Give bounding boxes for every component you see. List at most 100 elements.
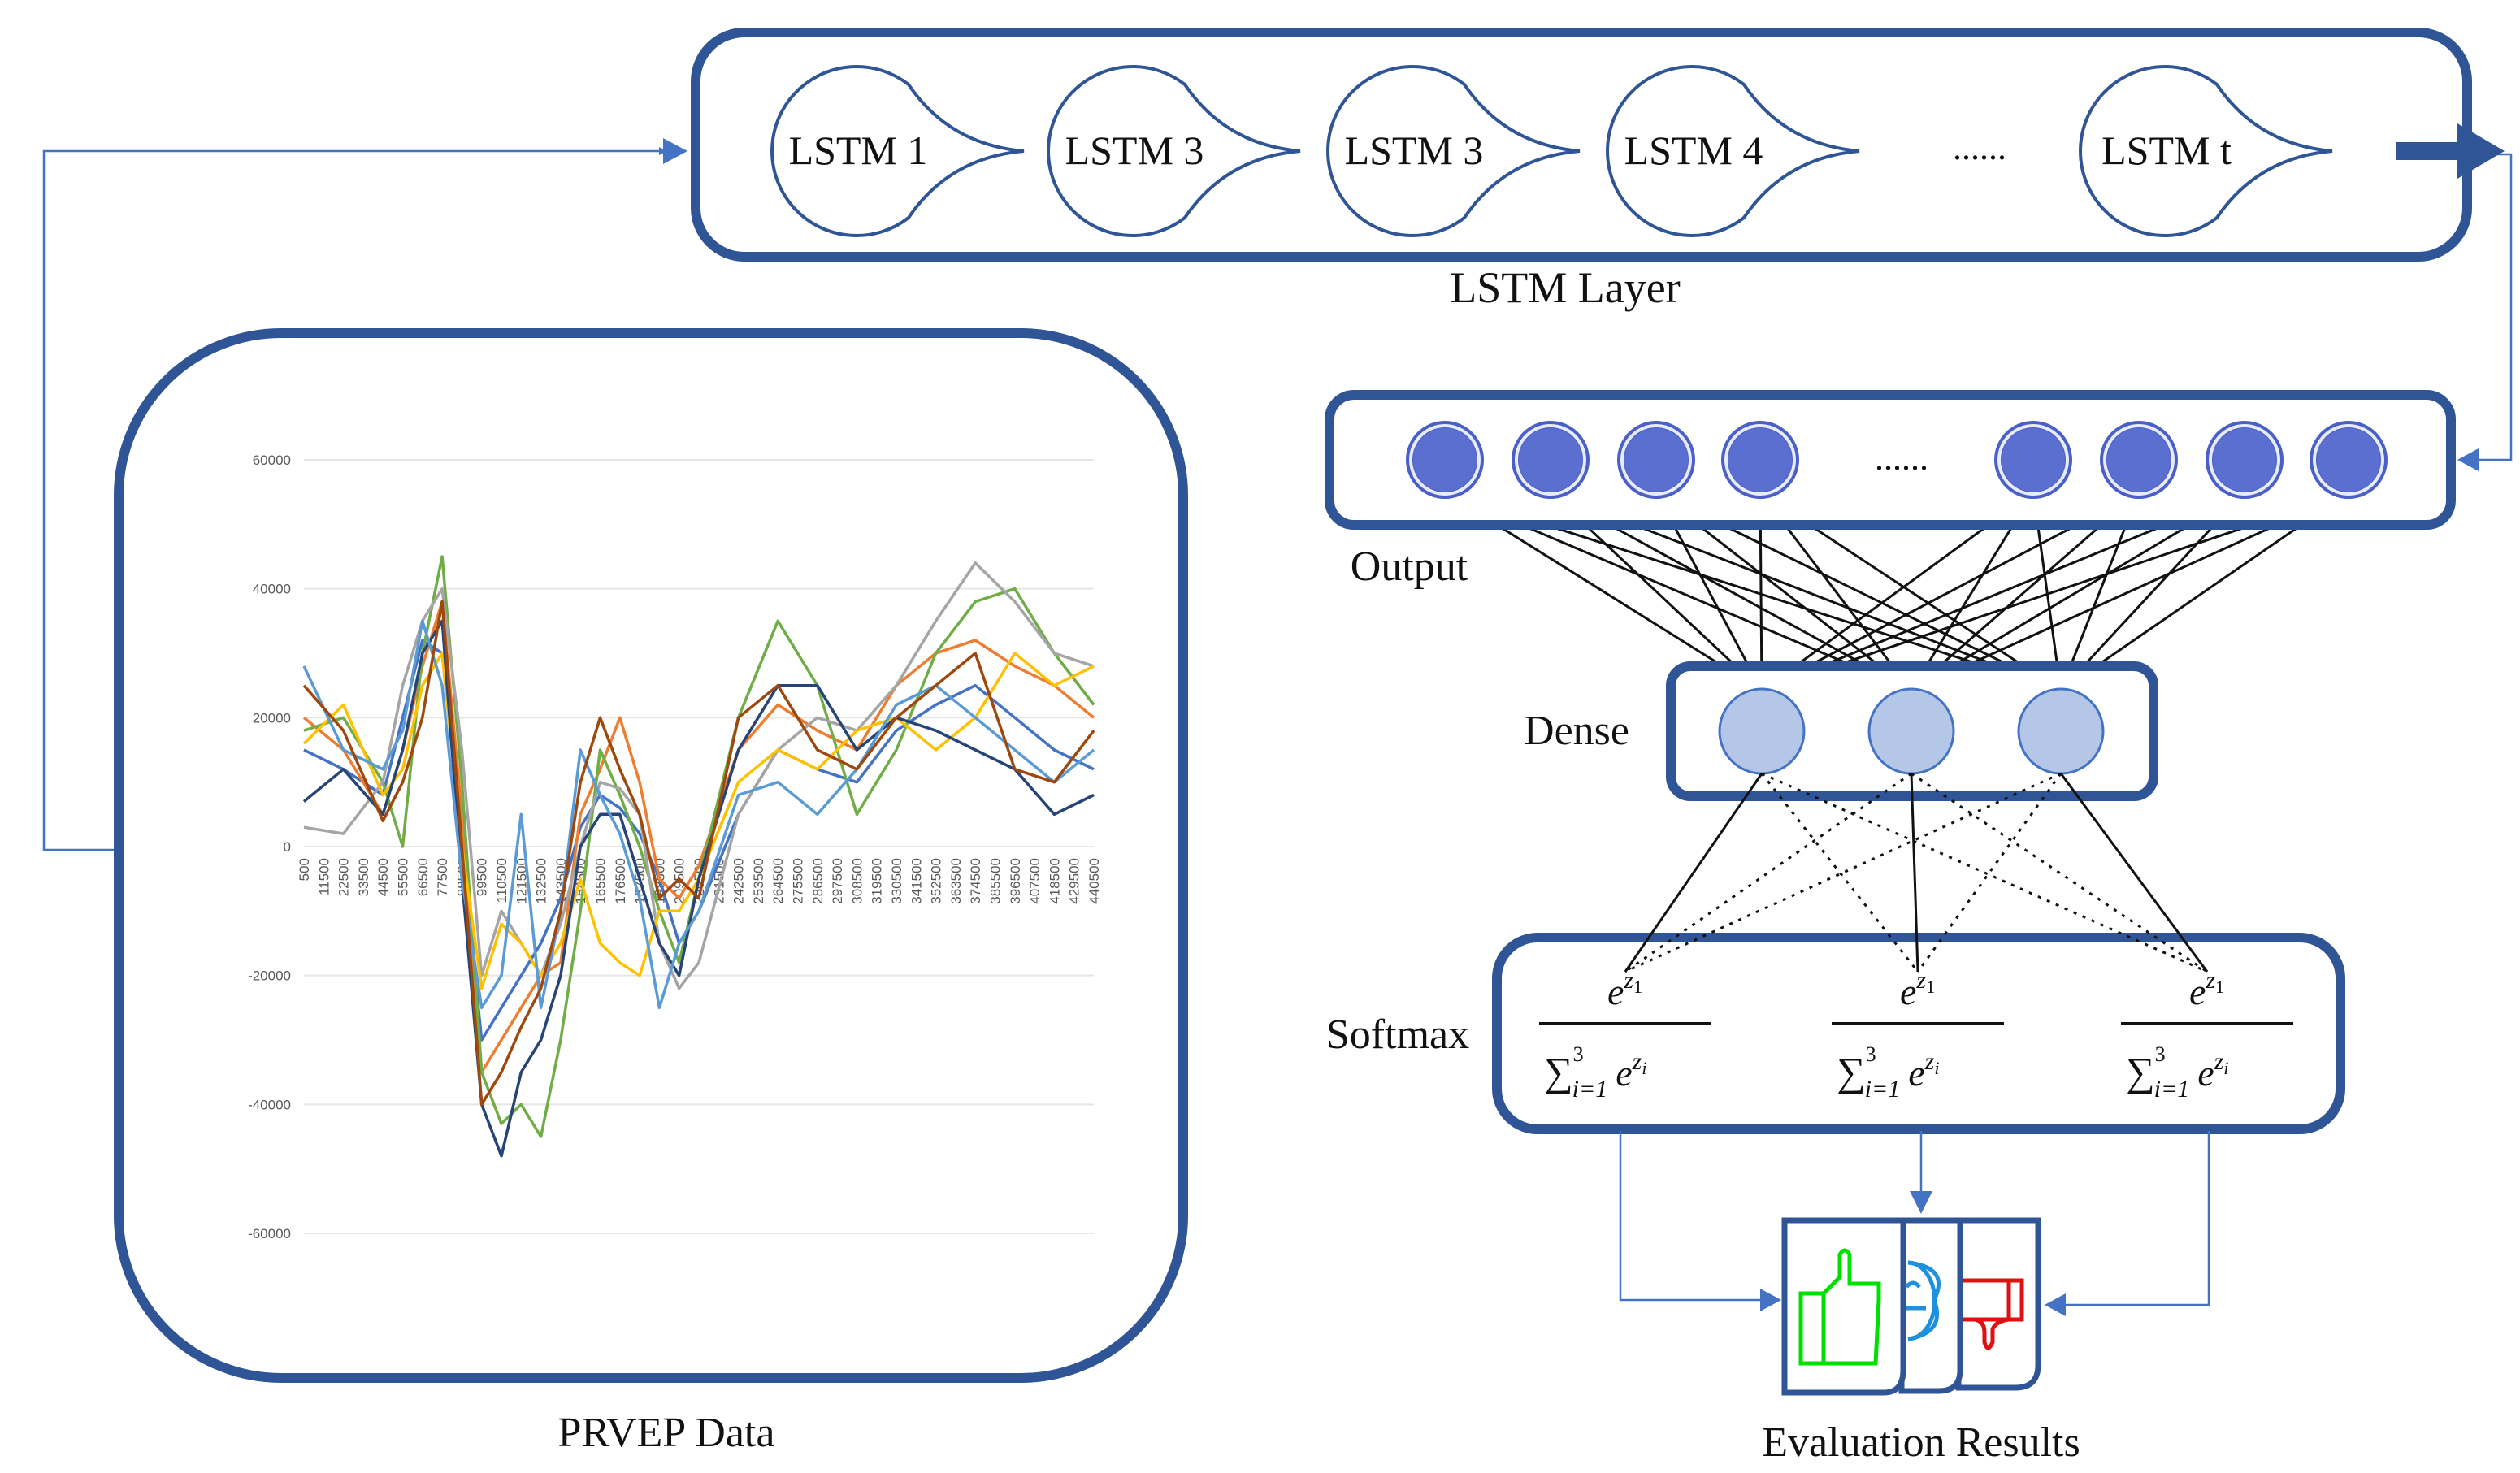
softmax-layer-label: Softmax: [1326, 1012, 1469, 1058]
output-layer-label: Output: [1351, 544, 1468, 590]
x-tick-label: 341500: [909, 858, 924, 904]
y-tick-label: 0: [284, 839, 291, 855]
dense-softmax-connections: [1624, 772, 2209, 973]
evaluation-results-label: Evaluation Results: [1762, 1419, 2080, 1466]
dense-softmax-dotted-edge: [1760, 773, 1919, 973]
x-tick-label: 11500: [316, 858, 332, 895]
lstm-cells: LSTM 1 LSTM 3 LSTM 3 LSTM 4 LSTM t: [770, 65, 2333, 237]
softmax-formulas: ez1 ∑3 i=1 ezi ez1 ∑3 i=1 ezi ez1 ∑3 i=1 ezi: [1539, 967, 2293, 1103]
thumbs-up-icon: [1798, 1248, 1881, 1366]
softmax-fraction: ez1 ∑3 i=1 ezi: [2121, 967, 2293, 1103]
output-node: [1617, 421, 1695, 499]
x-tick-label: 407500: [1027, 858, 1043, 904]
dense-softmax-dotted-edge: [1916, 773, 2062, 973]
x-tick-label: 385500: [988, 858, 1004, 904]
forward-arrow-icon: [2396, 123, 2505, 179]
dense-softmax-dotted-edge: [1624, 772, 2062, 973]
lstm-cell-shape: [2079, 65, 2333, 237]
lstm-cell: LSTM 3: [1047, 65, 1301, 237]
lstm-cell: LSTM t: [2079, 65, 2333, 237]
dense-node: [1718, 687, 1806, 775]
dense-nodes: [1718, 687, 2105, 775]
x-tick-label: 132500: [534, 858, 549, 904]
x-tick-label: 110500: [494, 858, 510, 903]
neutral-card: [1898, 1217, 1963, 1394]
prvep-line-chart: 60000 40000 20000 0 -20000 -40000 -60000 500 115…: [248, 453, 1102, 1241]
x-tick-label: 66500: [415, 858, 431, 896]
y-tick-label: 40000: [253, 582, 291, 597]
lstm-layer-label: LSTM Layer: [1450, 263, 1680, 312]
lstm-cell-shape: [1606, 65, 1860, 237]
x-tick-label: 440500: [1087, 858, 1102, 904]
output-node: [1721, 421, 1799, 499]
y-tick-label: -60000: [248, 1226, 291, 1241]
x-tick-label: 330500: [889, 858, 904, 904]
x-tick-label: 500: [297, 858, 312, 881]
softmax-fraction: ez1 ∑3 i=1 ezi: [1539, 967, 1711, 1103]
softmax-fraction: ez1 ∑3 i=1 ezi: [1832, 967, 2004, 1103]
lstm-cell-label: LSTM 4: [1624, 128, 1763, 173]
arrowhead-icon: [1760, 1289, 1781, 1311]
input-to-lstm-connector: [42, 147, 667, 851]
x-tick-label: 22500: [336, 858, 352, 896]
x-tick-label: 319500: [870, 858, 885, 904]
neutral-face-icon: [1905, 1260, 1941, 1341]
denominator: ∑3 i=1 ezi: [1544, 1042, 1646, 1103]
lstm-ellipsis: ......: [1953, 128, 2006, 167]
y-tick-label: -40000: [248, 1097, 291, 1112]
x-tick-label: 176500: [613, 858, 628, 904]
x-tick-label: 99500: [475, 858, 490, 896]
x-tick-label: 374500: [968, 858, 983, 904]
x-tick-label: 165500: [593, 858, 609, 904]
series-line: [302, 619, 1095, 1010]
denominator: ∑3 i=1 ezi: [2126, 1042, 2228, 1103]
dense-softmax-dotted-edge: [1911, 772, 2208, 973]
x-tick-label: 242500: [731, 858, 747, 904]
dense-softmax-edge: [2059, 773, 2209, 973]
arrowhead-icon: [2457, 448, 2479, 471]
output-node: [1512, 421, 1590, 499]
series-line: [303, 555, 1095, 1138]
output-node: [2100, 421, 2178, 499]
dense-node: [1867, 687, 1955, 775]
x-tick-label: 55500: [396, 858, 411, 896]
prvep-data-label: PRVEP Data: [558, 1410, 775, 1456]
x-tick-label: 352500: [929, 858, 944, 904]
x-tick-label: 363500: [948, 858, 964, 904]
numerator: ez1: [2189, 967, 2224, 1012]
lstm-cell-label: LSTM 3: [1065, 128, 1204, 173]
lstm-cell-shape: [1047, 65, 1301, 237]
lstm-cell-label: LSTM t: [2101, 128, 2232, 173]
arrowhead-icon: [2045, 1293, 2066, 1316]
negative-card: [1955, 1217, 2041, 1391]
output-nodes: [1406, 421, 2388, 499]
numerator: ez1: [1900, 967, 1935, 1012]
y-tick-label: 20000: [253, 710, 291, 726]
output-node: [2206, 421, 2284, 499]
numerator: ez1: [1607, 967, 1642, 1012]
softmax-to-eval-left-connector: [1619, 1131, 1763, 1302]
lstm-cell-label: LSTM 3: [1345, 128, 1484, 173]
positive-card: [1781, 1217, 1906, 1396]
x-tick-label: 33500: [356, 858, 371, 896]
softmax-layer-box: [1492, 933, 2345, 1134]
series-line: [302, 600, 1095, 1107]
softmax-to-eval-right-connector: [2064, 1131, 2210, 1306]
lstm-cell: LSTM 3: [1326, 65, 1581, 237]
x-tick-label: 286500: [810, 858, 826, 904]
series-line: [303, 561, 1095, 990]
arrowhead-icon: [1910, 1191, 1932, 1214]
x-tick-label: 77500: [435, 858, 450, 896]
x-tick-label: 396500: [1008, 858, 1023, 904]
lstm-cell-shape: [1326, 65, 1581, 237]
series-line: [302, 600, 1095, 1074]
dense-layer-label: Dense: [1524, 708, 1629, 754]
y-tick-label: 60000: [253, 453, 291, 468]
x-tick-label: 44500: [375, 858, 391, 896]
output-layer-box: [1325, 390, 2456, 530]
x-tick-label: 429500: [1067, 858, 1082, 904]
output-node: [1994, 421, 2072, 499]
evaluation-results-cards: [1781, 1217, 2041, 1396]
series-line: [302, 619, 1095, 1158]
